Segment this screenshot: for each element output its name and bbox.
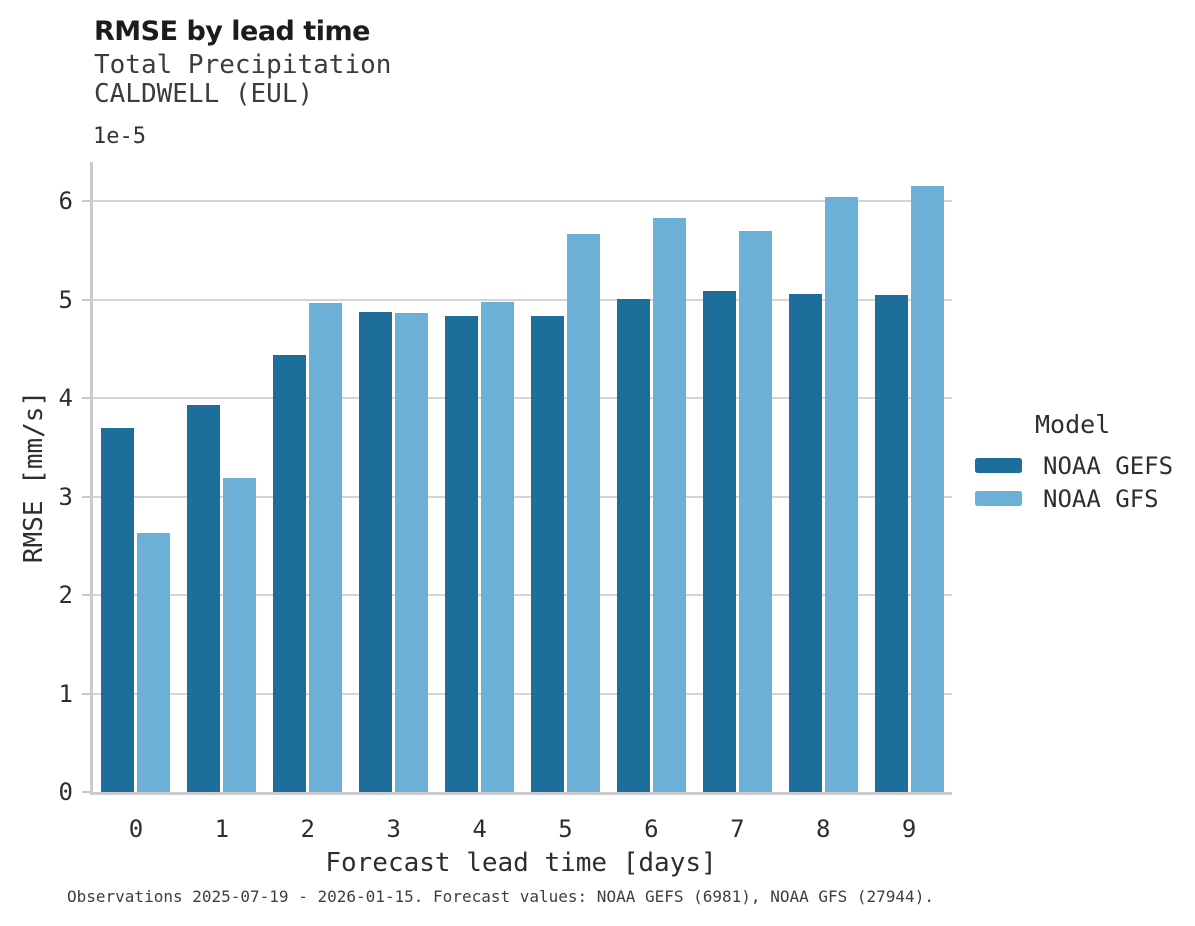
y-axis-title-text: RMSE [mm/s]	[19, 390, 49, 564]
gridline-y-2	[93, 594, 952, 597]
chart-subtitle-variable: Total Precipitation	[94, 50, 392, 80]
x-tick-label-2: 2	[300, 815, 315, 843]
bar-noaa-gfs-lead-0	[137, 533, 171, 792]
x-tick-label-6: 6	[644, 815, 659, 843]
y-tick-mark-1	[82, 692, 90, 695]
y-axis-offset-label: 1e-5	[93, 124, 146, 149]
gridline-y-5	[93, 298, 952, 301]
x-tick-label-7: 7	[730, 815, 745, 843]
y-tick-label-6: 6	[58, 187, 73, 216]
bar-group-lead-7: 7	[694, 162, 780, 841]
bar-noaa-gefs-lead-1	[187, 405, 221, 792]
y-tick-mark-4	[82, 397, 90, 400]
bar-noaa-gfs-lead-8	[824, 197, 858, 792]
legend-label-noaa-gefs: NOAA GEFS	[1043, 451, 1174, 480]
legend-swatch-noaa-gfs	[975, 491, 1022, 506]
bar-noaa-gefs-lead-5	[530, 315, 564, 792]
y-tick-label-4: 4	[58, 384, 73, 413]
legend: Model NOAA GEFS NOAA GFS	[975, 410, 1173, 515]
x-tick-label-0: 0	[128, 815, 144, 843]
y-tick-mark-2	[82, 594, 90, 597]
chart-subtitle-station: CALDWELL (EUL)	[94, 79, 314, 109]
x-axis-title: Forecast lead time [days]	[325, 848, 717, 878]
y-tick-mark-0	[82, 791, 90, 793]
bar-noaa-gfs-lead-9	[910, 185, 944, 792]
x-tick-label-8: 8	[815, 815, 831, 843]
gridline-y-6	[93, 200, 952, 203]
footer-note: Observations 2025-07-19 - 2026-01-15. Fo…	[67, 887, 934, 906]
x-tick-label-9: 9	[901, 815, 917, 843]
y-tick-mark-3	[82, 495, 90, 498]
bar-noaa-gfs-lead-2	[309, 302, 343, 792]
legend-item-noaa-gefs: NOAA GEFS	[975, 449, 1173, 482]
bar-group-lead-1: 1	[179, 162, 265, 841]
bar-group-lead-0: 0	[93, 162, 179, 841]
bar-noaa-gefs-lead-4	[445, 315, 479, 792]
x-tick-label-3: 3	[386, 815, 401, 843]
y-tick-mark-5	[82, 298, 90, 301]
gridline-y-1	[93, 692, 952, 695]
bar-group-lead-9: 9	[866, 162, 952, 841]
legend-items: NOAA GEFS NOAA GFS	[975, 449, 1173, 515]
bar-noaa-gfs-lead-7	[738, 230, 772, 792]
y-tick-label-5: 5	[58, 285, 73, 314]
bar-noaa-gefs-lead-3	[359, 311, 393, 792]
y-tick-label-2: 2	[58, 581, 73, 610]
chart-title: RMSE by lead time	[94, 16, 370, 47]
bar-noaa-gfs-lead-5	[566, 233, 600, 792]
bar-noaa-gfs-lead-1	[223, 477, 257, 792]
bar-noaa-gefs-lead-0	[101, 427, 135, 792]
bar-group-lead-5: 5	[523, 162, 609, 841]
bar-noaa-gfs-lead-3	[395, 312, 429, 792]
bar-group-lead-4: 4	[437, 162, 523, 841]
bar-group-lead-8: 8	[780, 162, 866, 841]
bar-noaa-gefs-lead-9	[874, 294, 908, 792]
bar-noaa-gefs-lead-8	[788, 293, 822, 792]
bar-noaa-gefs-lead-2	[273, 354, 307, 792]
y-axis-title: RMSE [mm/s]	[12, 162, 56, 792]
legend-swatch-noaa-gefs	[975, 458, 1022, 473]
y-tick-label-1: 1	[58, 679, 73, 708]
x-tick-label-5: 5	[558, 815, 573, 843]
bar-groups: 0 1 2 3 4 5 6 7 8 9	[93, 162, 952, 841]
y-tick-label-0: 0	[58, 778, 73, 806]
legend-item-noaa-gfs: NOAA GFS	[975, 482, 1173, 515]
x-tick-label-4: 4	[472, 815, 487, 843]
bar-group-lead-3: 3	[351, 162, 437, 841]
legend-label-noaa-gfs: NOAA GFS	[1043, 484, 1159, 513]
gridline-y-4	[93, 397, 952, 400]
bar-noaa-gfs-lead-6	[652, 218, 686, 792]
x-tick-label-1: 1	[214, 815, 230, 843]
gridline-y-3	[93, 495, 952, 498]
bar-group-lead-2: 2	[265, 162, 351, 841]
y-tick-mark-6	[82, 200, 90, 203]
bar-group-lead-6: 6	[608, 162, 694, 841]
bar-noaa-gefs-lead-6	[616, 298, 650, 792]
bar-noaa-gefs-lead-7	[702, 290, 736, 792]
y-tick-label-3: 3	[58, 482, 73, 511]
bar-noaa-gfs-lead-4	[481, 301, 515, 792]
plot-area: 0 1 2 3 4 5 6 0 1 2 3 4 5 6 7 8 9	[59, 162, 952, 841]
legend-title: Model	[1035, 410, 1111, 439]
